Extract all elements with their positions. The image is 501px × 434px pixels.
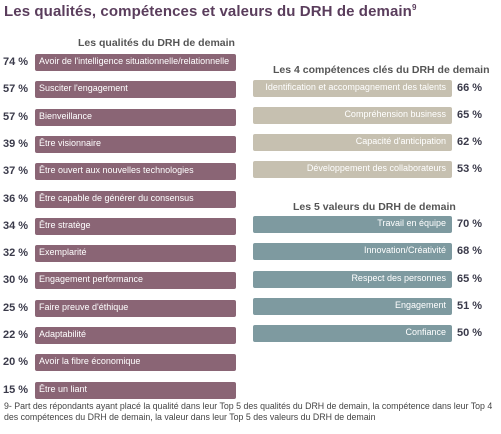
valeur-row: 68 % Innovation/Créativité (0, 243, 501, 261)
competence-category-label: Compréhension business (344, 109, 446, 119)
competence-bar: Identification et accompagnement des tal… (253, 80, 452, 97)
valeur-bar: Innovation/Créativité (253, 243, 452, 261)
valeur-bar: Travail en équipe (253, 216, 452, 233)
qualite-bar: Engagement performance (35, 272, 236, 290)
qualite-bar: Exemplarité (35, 245, 236, 263)
qualite-category-label: Bienveillance (39, 110, 93, 121)
qualite-bar: Faire preuve d'éthique (35, 299, 236, 317)
competence-value-label: 62 % (457, 136, 483, 148)
qualite-category-label: Avoir de l'intelligence situationnelle/r… (39, 56, 230, 66)
qualite-category-label: Être capable de générer du consensus (39, 192, 194, 203)
footnote: 9- Part des répondants ayant placé la qu… (4, 401, 493, 422)
competence-bar: Compréhension business (253, 107, 452, 124)
valeur-category-label: Innovation/Créativité (363, 245, 446, 256)
valeur-value-label: 51 % (457, 299, 483, 312)
qualite-bar: Être ouvert aux nouvelles technologies (35, 163, 236, 181)
qualite-row: 57 % Susciter l'engagement (0, 81, 501, 99)
qualite-category-label: Avoir la fibre économique (39, 356, 141, 367)
qualite-value-label: 57 % (3, 83, 29, 96)
qualite-row: 20 % Avoir la fibre économique (0, 354, 501, 372)
valeurs-section-title: Les 5 valeurs du DRH de demain (293, 201, 456, 213)
qualite-row: 25 % Faire preuve d'éthique (0, 299, 501, 317)
valeur-value-label: 50 % (457, 327, 483, 340)
valeur-value-label: 70 % (457, 218, 483, 230)
competence-category-label: Identification et accompagnement des tal… (265, 82, 446, 92)
valeur-bar: Confiance (253, 325, 452, 343)
valeur-row: 50 % Confiance (0, 325, 501, 343)
competence-row: 66 % Identification et accompagnement des… (0, 80, 501, 97)
qualite-bar: Être visionnaire (35, 135, 236, 153)
qualite-bar: Être un liant (35, 381, 236, 399)
qualite-value-label: 39 % (3, 137, 29, 150)
valeur-row: 65 % Respect des personnes (0, 270, 501, 288)
competence-row: 62 % Capacité d'anticipation (0, 134, 501, 151)
competence-category-label: Capacité d'anticipation (355, 136, 446, 146)
valeur-category-label: Engagement (394, 299, 446, 310)
qualite-row: 22 % Adaptabilité (0, 327, 501, 344)
qualite-row: 34 % Être stratège (0, 217, 501, 235)
qualite-row: 30 % Engagement performance (0, 272, 501, 290)
qualite-value-label: 36 % (3, 192, 29, 205)
qualite-row: 57 % Bienveillance (0, 108, 501, 126)
qualite-bar: Susciter l'engagement (35, 81, 236, 99)
qualite-value-label: 32 % (3, 247, 29, 260)
valeur-category-label: Respect des personnes (351, 272, 446, 283)
competence-value-label: 53 % (457, 163, 483, 175)
qualite-value-label: 22 % (3, 329, 29, 341)
qualite-value-label: 25 % (3, 301, 29, 314)
qualite-category-label: Exemplarité (39, 247, 87, 258)
qualite-row: 37 % Être ouvert aux nouvelles technologi… (0, 163, 501, 181)
competence-bar: Développement des collaborateurs (253, 161, 452, 178)
qualite-category-label: Être visionnaire (39, 137, 102, 148)
qualite-category-label: Engagement performance (39, 274, 144, 285)
qualite-value-label: 15 % (3, 383, 29, 396)
qualite-category-label: Adaptabilité (39, 329, 87, 339)
valeur-row: 51 % Engagement (0, 297, 501, 315)
qualites-section-title: Les qualités du DRH de demain (78, 37, 235, 49)
valeur-bar: Engagement (253, 297, 452, 315)
competence-bar: Capacité d'anticipation (253, 134, 452, 151)
qualite-row: 39 % Être visionnaire (0, 135, 501, 153)
qualite-bar: Bienveillance (35, 108, 236, 126)
valeur-category-label: Travail en équipe (377, 218, 446, 228)
qualite-bar: Avoir de l'intelligence situationnelle/r… (35, 54, 236, 71)
competence-row: 65 % Compréhension business (0, 107, 501, 124)
qualite-row: 15 % Être un liant (0, 381, 501, 399)
valeur-value-label: 65 % (457, 272, 483, 285)
valeur-category-label: Confiance (405, 327, 446, 338)
qualite-value-label: 34 % (3, 219, 29, 232)
competence-value-label: 65 % (457, 109, 483, 121)
qualite-value-label: 30 % (3, 274, 29, 287)
competence-value-label: 66 % (457, 82, 483, 94)
qualite-category-label: Faire preuve d'éthique (39, 301, 129, 312)
valeur-bar: Respect des personnes (253, 270, 452, 288)
qualite-category-label: Susciter l'engagement (39, 83, 128, 94)
qualite-bar: Avoir la fibre économique (35, 354, 236, 372)
valeur-value-label: 68 % (457, 245, 483, 258)
qualite-value-label: 37 % (3, 165, 29, 178)
qualite-row: 36 % Être capable de générer du consensus (0, 190, 501, 208)
competence-row: 53 % Développement des collaborateurs (0, 161, 501, 178)
competence-category-label: Développement des collaborateurs (306, 163, 446, 173)
qualite-category-label: Être stratège (39, 219, 91, 230)
qualite-row: 32 % Exemplarité (0, 245, 501, 263)
title-footnote-marker: 9 (411, 3, 417, 12)
qualite-value-label: 74 % (3, 56, 29, 68)
qualite-bar: Adaptabilité (35, 327, 236, 344)
qualite-value-label: 57 % (3, 110, 29, 123)
qualite-category-label: Être ouvert aux nouvelles technologies (39, 165, 194, 176)
page-title: Les qualités, compétences et valeurs du … (4, 3, 417, 20)
competences-section-title: Les 4 compétences clés du DRH de demain (273, 64, 490, 76)
qualite-row: 74 % Avoir de l'intelligence situationnel… (0, 54, 501, 71)
qualite-value-label: 20 % (3, 356, 29, 369)
qualite-bar: Être capable de générer du consensus (35, 190, 236, 208)
qualite-category-label: Être un liant (39, 383, 88, 394)
qualite-bar: Être stratège (35, 217, 236, 235)
valeur-row: 70 % Travail en équipe (0, 216, 501, 233)
